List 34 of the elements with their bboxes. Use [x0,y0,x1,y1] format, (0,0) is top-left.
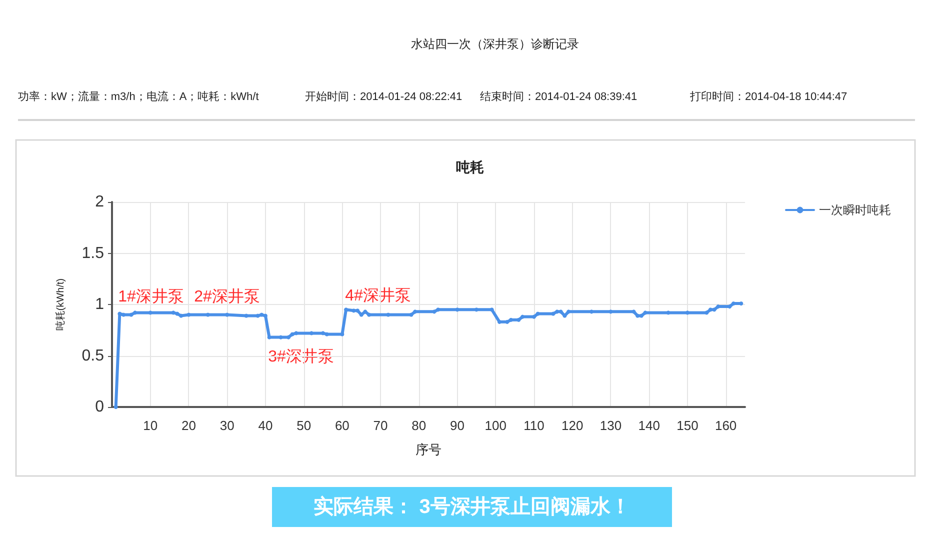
x-tick-label: 130 [600,418,622,433]
x-tick-label: 150 [676,418,698,433]
x-tick-label: 80 [412,418,426,433]
x-tick-label: 70 [373,418,388,433]
chart-title: 水站四一次（深井泵）诊断记录 [411,37,579,51]
text: 开始时间：2014-01-24 08:22:41 [305,90,462,103]
x-tick-label: 60 [334,418,350,433]
text: 实际结果： 3号深井泵止回阀漏水！ [314,495,630,518]
x-tick-label: 30 [220,418,234,433]
y-tick-label: 1 [95,296,104,313]
text: 打印时间：2014-04-18 10:44:47 [689,90,848,103]
x-axis-title: 序号 [416,442,442,457]
x-tick-label: 120 [562,418,584,433]
annotation: 4#深井泵 [345,286,411,304]
annotation: 1#深井泵 [118,288,184,306]
x-tick-label: 90 [450,418,465,433]
x-tick-label: 160 [714,418,737,433]
x-tick-label: 110 [524,418,544,433]
y-tick-label: 2 [95,194,104,210]
x-tick-label: 40 [258,418,273,433]
x-tick-label: 50 [296,418,312,433]
x-tick-label: 140 [638,418,660,433]
legend-label: 一次瞬时吨耗 [819,203,891,217]
x-tick-label: 10 [143,418,158,433]
text: 结束时间：2014-01-24 08:39:41 [480,90,638,103]
x-tick-label: 20 [181,418,196,433]
chart-subtitle: 吨耗 [456,159,484,175]
y-axis-title: 吨耗(kWh/t) [54,278,66,331]
y-tick-label: 0 [95,398,104,416]
x-tick-label: 100 [484,418,506,433]
text: 功率：kW；流量：m3/h；电流：A；吨耗：kWh/t [18,90,259,103]
y-tick-label: 1.5 [82,244,104,262]
y-tick-label: 0.5 [82,347,104,364]
annotation: 2#深井泵 [194,288,260,306]
